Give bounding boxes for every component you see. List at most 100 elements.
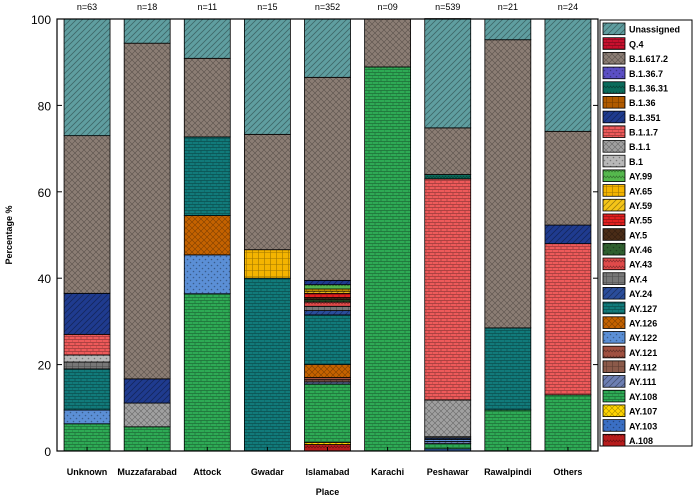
- bar-segment-peshawar-unassigned: [424, 18, 472, 129]
- bar-stack-attock: [183, 18, 231, 452]
- bar-stack-peshawar: [424, 18, 472, 452]
- legend-label-ay-112: AY.112: [629, 363, 657, 373]
- legend-label-ay-107: AY.107: [629, 407, 657, 417]
- y-tick-label: 0: [44, 445, 51, 459]
- legend-label-ay-46: AY.46: [629, 245, 652, 255]
- bar-segment-islamabad-b-1-617-2: [304, 76, 351, 281]
- sample-size-muzzafarabad: n=18: [137, 2, 157, 12]
- legend-label-b-1-351: B.1.351: [629, 113, 661, 123]
- legend-label-a-108: A.108: [629, 436, 653, 446]
- legend-label-ay-55: AY.55: [629, 216, 652, 226]
- legend-item-b-1-1-7: B.1.1.7: [602, 125, 658, 138]
- sample-size-karachi: n=09: [377, 2, 397, 12]
- bar-segment-others-unassigned: [544, 18, 592, 132]
- legend-item-ay-46: AY.46: [602, 242, 652, 256]
- bar-stack-islamabad: [304, 18, 351, 452]
- legend-label-ay-127: AY.127: [629, 304, 657, 314]
- y-tick-label: 20: [38, 359, 52, 373]
- legend-label-b-1-36-7: B.1.36.7: [629, 69, 663, 79]
- legend-label-ay-108: AY.108: [629, 392, 657, 402]
- legend-label-ay-121: AY.121: [629, 348, 657, 358]
- legend-swatch-ay-103: [602, 419, 626, 432]
- bar-segment-gwadar-ay-127: [243, 277, 291, 452]
- legend-item-b-1-36-31: B.1.36.31: [602, 81, 668, 94]
- bar-segment-islamabad-b-1-351: [304, 279, 351, 286]
- legend-swatch-b-1-36-31: [602, 81, 626, 94]
- legend-label-unassigned: Unassigned: [629, 25, 680, 35]
- x-tick-label-karachi: Karachi: [371, 467, 404, 477]
- bar-segment-gwadar-unassigned: [243, 18, 291, 135]
- legend-item-ay-24: AY.24: [602, 287, 652, 300]
- legend-swatch-b-1-36: [602, 96, 626, 109]
- legend-label-b-1: B.1: [629, 157, 643, 167]
- legend-label-ay-4: AY.4: [629, 274, 647, 284]
- bar-segment-attock-ay-122: [183, 254, 231, 295]
- legend-item-b-1-617-2: B.1.617.2: [602, 51, 668, 65]
- x-tick-label-rawalpindi: Rawalpindi: [484, 467, 532, 477]
- bar-segment-others-b-1-617-2: [544, 130, 592, 226]
- legend-item-ay-108: AY.108: [602, 389, 657, 403]
- legend-item-a-108: A.108: [602, 433, 653, 447]
- legend-swatch-ay-126: [602, 316, 626, 329]
- bar-segment-attock-unassigned: [183, 18, 231, 59]
- y-tick-label: 40: [38, 272, 52, 286]
- x-tick-label-others: Others: [553, 467, 582, 477]
- bar-segment-islamabad-ay-43: [304, 301, 351, 307]
- legend-item-ay-122: AY.122: [602, 331, 657, 344]
- bar-segment-unknown-ay-108: [63, 423, 111, 452]
- legend-swatch-ay-5: [602, 228, 626, 241]
- sample-size-rawalpindi: n=21: [498, 2, 518, 12]
- legend-item-ay-126: AY.126: [602, 316, 657, 329]
- x-axis-title: Place: [316, 487, 340, 497]
- bars-layer: [63, 18, 592, 452]
- x-tick-label-muzzafarabad: Muzzafarabad: [117, 467, 177, 477]
- bar-stack-muzzafarabad: [123, 18, 171, 452]
- legend-swatch-b-1-351: [602, 110, 626, 124]
- bar-segment-islamabad-ay-108: [304, 383, 351, 443]
- legend-swatch-b-1: [602, 154, 626, 168]
- bar-segment-gwadar-b-1-617-2: [243, 133, 291, 251]
- legend-item-b-1-36: B.1.36: [602, 96, 656, 109]
- legend-swatch-b-1-1: [602, 140, 626, 153]
- legend-swatch-ay-121: [602, 345, 626, 359]
- bar-segment-unknown-b-1-1-7: [63, 333, 111, 356]
- legend-item-ay-55: AY.55: [602, 213, 652, 227]
- bar-segment-islamabad-ay-99: [304, 284, 351, 290]
- sample-size-peshawar: n=539: [435, 2, 460, 12]
- bar-segment-karachi-b-1-617-2: [364, 18, 412, 68]
- legend-item-b-1-351: B.1.351: [602, 110, 661, 124]
- bar-segment-unknown-b-1-617-2: [63, 135, 111, 294]
- bar-stack-unknown: [63, 18, 111, 452]
- legend-swatch-b-1-617-2: [602, 51, 626, 65]
- bar-segment-attock-ay-126: [183, 215, 231, 256]
- legend-label-b-1-36-31: B.1.36.31: [629, 83, 668, 93]
- legend-item-ay-99: AY.99: [602, 169, 652, 182]
- bar-segment-attock-ay-127: [183, 136, 231, 216]
- bar-segment-peshawar-b-1-617-2: [424, 127, 472, 175]
- bar-segment-rawalpindi-unassigned: [484, 18, 532, 41]
- y-tick-label: 100: [31, 13, 51, 27]
- legend-swatch-ay-108: [602, 389, 626, 403]
- legend-label-ay-43: AY.43: [629, 260, 652, 270]
- legend-swatch-ay-111: [602, 375, 626, 388]
- bar-segment-rawalpindi-ay-108: [484, 409, 532, 452]
- legend-item-ay-127: AY.127: [602, 301, 657, 315]
- bar-segment-peshawar-b-1-36-31: [424, 174, 472, 180]
- legend-label-q-4: Q.4: [629, 39, 644, 49]
- bar-segment-islamabad-unassigned: [304, 18, 351, 78]
- x-tick-label-attock: Attock: [193, 467, 222, 477]
- legend-item-ay-103: AY.103: [602, 419, 657, 432]
- x-tick-label-peshawar: Peshawar: [427, 467, 470, 477]
- legend-swatch-ay-4: [602, 272, 626, 285]
- bar-segment-unknown-b-1-351: [63, 292, 111, 335]
- bar-segment-others-b-1-1-7: [544, 243, 592, 396]
- legend-label-ay-99: AY.99: [629, 172, 652, 182]
- legend-swatch-q-4: [602, 37, 626, 50]
- bar-segment-peshawar-b-1-1-7: [424, 178, 472, 401]
- bar-segment-karachi-ay-108: [364, 66, 412, 452]
- bar-segment-islamabad-ay-24: [304, 310, 351, 316]
- bar-segment-muzzafarabad-b-1-1: [123, 402, 171, 428]
- legend-swatch-ay-59: [602, 198, 626, 212]
